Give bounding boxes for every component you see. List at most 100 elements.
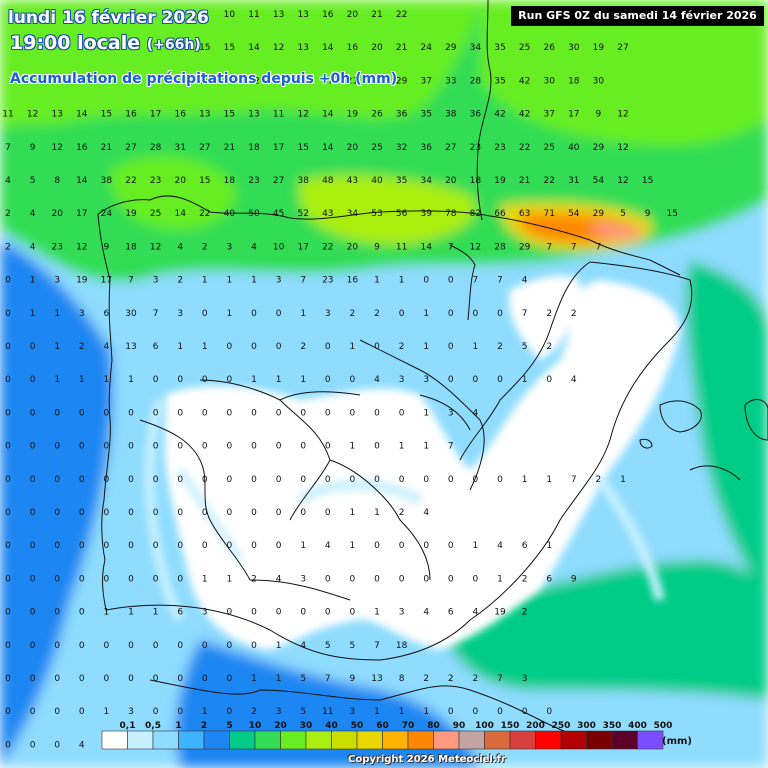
grid-value: 5 [620,209,626,219]
legend-swatch [611,730,638,750]
grid-value: 1 [399,442,405,452]
grid-value: 15 [101,110,112,120]
grid-value: 0 [177,442,183,452]
grid-value: 37 [420,76,431,86]
legend-swatch [229,730,256,750]
grid-value: 0 [104,541,110,551]
grid-value: 3 [522,674,528,684]
grid-value: 0 [104,574,110,584]
grid-value: 1 [202,276,208,286]
grid-value: 27 [445,143,456,153]
grid-value: 0 [399,541,405,551]
grid-value: 7 [300,276,306,286]
forecast-time-label: 19:00 locale [10,32,141,54]
grid-value: 19 [494,608,506,618]
grid-value: 0 [325,408,331,418]
grid-value: 3 [276,276,282,286]
light-rain-rings [144,398,665,623]
grid-value: 14 [248,43,260,53]
grid-value: 35 [494,76,505,86]
grid-value: 0 [5,276,11,286]
grid-value: 0 [79,475,85,485]
grid-value: 0 [153,508,159,518]
grid-value: 0 [546,707,552,717]
grid-value: 3 [448,408,454,418]
grid-value: 0 [399,309,405,319]
grid-value: 14 [322,110,334,120]
grid-value: 9 [350,674,356,684]
grid-value: 0 [251,608,257,618]
grid-value: 0 [177,508,183,518]
grid-value: 0 [374,541,380,551]
legend-swatch [203,730,230,750]
grid-value: 0 [128,408,134,418]
grid-value: 37 [543,110,554,120]
grid-value: 0 [251,408,257,418]
grid-value: 0 [54,641,60,651]
grid-value: 0 [325,508,331,518]
grid-value: 0 [153,442,159,452]
grid-value: 0 [128,674,134,684]
grid-value: 3 [177,309,183,319]
grid-value: 9 [104,242,110,252]
copyright: Copyright 2026 Meteociel.fr [348,754,506,765]
grid-value: 0 [54,442,60,452]
grid-value: 0 [5,740,11,750]
grid-value: 8 [399,674,405,684]
grid-value: 0 [79,707,85,717]
legend-swatch [458,730,485,750]
grid-value: 0 [128,641,134,651]
grid-value: 0 [153,674,159,684]
grid-value: 19 [76,276,88,286]
grid-value: 2 [571,309,577,319]
legend-label: 300 [577,721,596,731]
grid-value: 27 [273,176,284,186]
grid-value: 3 [79,309,85,319]
grid-value: 4 [571,375,577,385]
grid-value: 1 [276,375,282,385]
grid-value: 20 [445,176,457,186]
grid-value: 0 [522,707,528,717]
grid-value: 0 [276,475,282,485]
grid-value: 20 [347,143,359,153]
grid-value: 6 [546,574,552,584]
legend-label: 1 [175,721,181,731]
grid-value: 1 [202,342,208,352]
grid-value: 15 [199,176,210,186]
grid-value: 20 [347,10,359,20]
grid-value: 0 [177,641,183,651]
grid-value: 16 [174,110,186,120]
grid-value: 11 [322,707,333,717]
grid-value: 2 [251,707,257,717]
grid-value: 54 [568,209,580,219]
grid-value: 1 [79,375,85,385]
grid-value: 0 [202,309,208,319]
grid-value: 2 [497,342,503,352]
grid-value: 1 [423,442,429,452]
grid-value: 0 [5,541,11,551]
grid-value: 3 [423,375,429,385]
grid-value: 7 [546,242,552,252]
grid-value: 28 [150,143,162,153]
grid-value: 0 [104,442,110,452]
grid-value: 2 [546,342,552,352]
grid-value: 14 [174,209,186,219]
grid-value: 0 [300,442,306,452]
grid-value: 7 [497,674,503,684]
grid-value: 1 [276,641,282,651]
grid-value: 1 [227,276,233,286]
grid-value: 0 [276,442,282,452]
grid-value: 34 [470,43,482,53]
grid-value: 2 [546,309,552,319]
grid-value: 2 [522,574,528,584]
grid-value: 0 [5,608,11,618]
grid-value: 25 [150,209,161,219]
legend-swatch [178,730,205,750]
grid-value: 5 [300,707,306,717]
grid-value: 4 [300,641,306,651]
grid-value: 2 [448,674,454,684]
grid-value: 0 [251,475,257,485]
grid-value: 7 [497,276,503,286]
grid-value: 50 [248,209,260,219]
